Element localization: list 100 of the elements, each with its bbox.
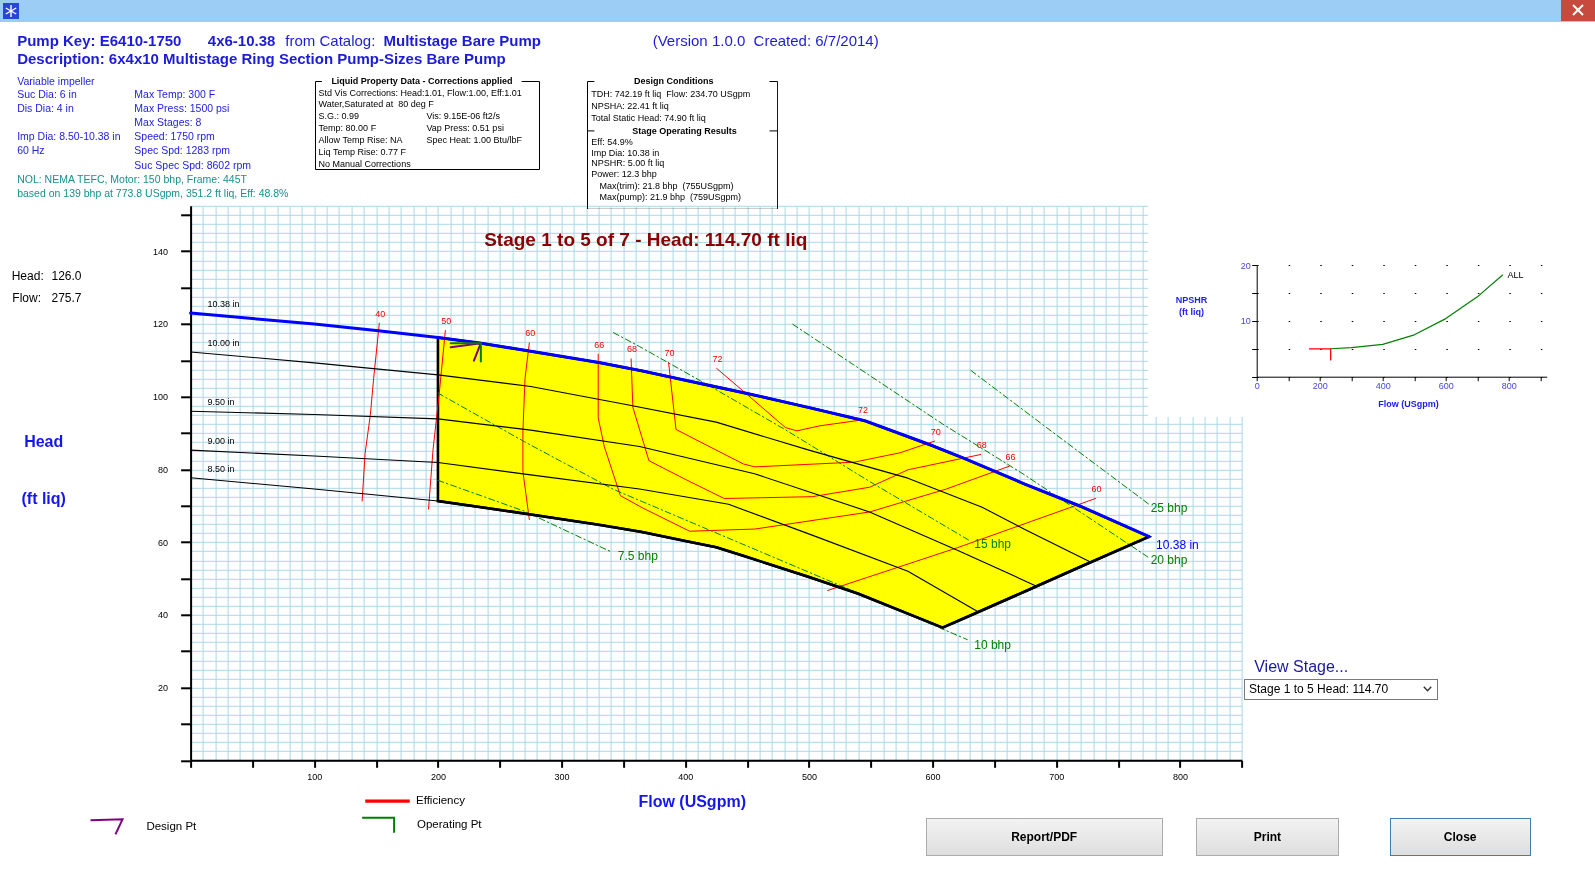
text: Suc Dia: 6 in (17, 87, 77, 101)
legend-label: Operating Pt (417, 818, 483, 831)
text: Imp Dia: 10.38 in (591, 146, 660, 159)
y-tick-label: 140 (153, 246, 169, 257)
text: Eff: 54.9% (591, 136, 633, 148)
annotation: 15 bhp (974, 536, 1012, 551)
x-tick-label: 500 (801, 771, 817, 782)
annotation: 70 (930, 426, 941, 437)
text: Speed: 1750 rpm (134, 128, 215, 143)
x-tick-label: 600 (925, 771, 941, 782)
annotation: 72 (712, 353, 723, 364)
text: Imp Dia: 8.50-10.38 in (17, 128, 121, 143)
close-button: Close (1389, 817, 1531, 857)
text: 60 Hz (17, 142, 45, 157)
x-tick-label: 0 (1254, 381, 1260, 392)
report-button: Report/PDF (925, 817, 1163, 857)
annotation: 66 (1005, 451, 1016, 462)
annotation: 60 (1091, 484, 1102, 494)
x-tick-label: 200 (430, 771, 446, 782)
text: Design Conditions (633, 74, 714, 87)
text: 275.7 (51, 289, 82, 306)
annotation: 10.38 in (207, 299, 240, 310)
annotation: 10 bhp (974, 638, 1012, 653)
annotation: 66 (594, 339, 605, 350)
text: Vis: 9.15E-06 ft2/s (426, 109, 500, 122)
text: NPSHA: 22.41 ft liq (591, 99, 669, 112)
text: Max Stages: 8 (134, 115, 202, 130)
y-tick-label: 10 (1240, 316, 1251, 327)
annotation: 68 (976, 440, 987, 451)
series-label: ALL (1507, 270, 1524, 281)
stage-dropdown: Stage 1 to 5 Head: 114.70 (1244, 678, 1439, 700)
text: Max(pump): 21.9 bhp (759USgpm) (599, 191, 742, 204)
text: NPSHR: 5.00 ft liq (591, 158, 665, 170)
annotation: 20 bhp (1150, 552, 1188, 567)
annotation: 25 bhp (1150, 500, 1188, 515)
text: Head: (11, 267, 44, 284)
y-axis-title: NPSHR (ft liq) (1175, 294, 1208, 318)
print-button: Print (1196, 817, 1339, 857)
text: 126.0 (51, 267, 82, 284)
text: Head (ft liq) (21, 433, 66, 507)
y-tick-label: 60 (158, 537, 169, 548)
text: NOL: NEMA TEFC, Motor: 150 bhp, Frame: 445T (17, 171, 247, 186)
x-tick-label: 200 (1312, 381, 1328, 392)
legend-label: Design Pt (146, 820, 198, 833)
x-tick-label: 600 (1438, 381, 1454, 392)
annotation: 10.00 in (207, 337, 240, 348)
x-tick-label: 300 (554, 771, 570, 782)
annotation: 40 (375, 308, 386, 319)
text: Vap Press: 0.51 psi (426, 121, 504, 134)
annotation: 72 (858, 405, 869, 416)
text: Multistage Bare Pump (383, 31, 542, 52)
annotation: 68 (627, 344, 638, 355)
text: TDH: 742.19 ft liq Flow: 234.70 USgpm (591, 87, 751, 100)
text: Suc Spec Spd: 8602 rpm (134, 157, 252, 172)
annotation: 8.50 in (207, 463, 235, 474)
text: (Version 1.0.0 Created: 6/7/2014) (652, 31, 879, 52)
annotation: 9.50 in (207, 397, 235, 408)
text: Pump Key: E6410-1750 (17, 31, 182, 52)
text: Max Temp: 300 F (134, 86, 216, 101)
text: from Catalog: (285, 31, 376, 52)
y-tick-label: 120 (153, 319, 169, 330)
text: No Manual Corrections (318, 157, 411, 170)
annotation: 7.5 bhp (617, 549, 659, 564)
text: Power: 12.3 bhp (591, 168, 657, 181)
x-axis-title: Flow (USgpm) (1378, 398, 1439, 409)
y-tick-label: 40 (158, 610, 169, 621)
x-tick-label: 800 (1501, 381, 1517, 392)
text: S.G.: 0.99 (318, 109, 360, 122)
text: Water,Saturated at 80 deg F (318, 98, 434, 111)
x-tick-label: 100 (307, 771, 323, 782)
text: Stage 1 to 5 of 7 - Head: 114.70 ft liq (484, 229, 808, 251)
x-tick-label: 800 (1172, 771, 1188, 782)
text: Temp: 80.00 F (318, 121, 377, 134)
annotation: 70 (664, 348, 675, 359)
text: Stage Operating Results (632, 124, 737, 137)
text: Spec Spd: 1283 rpm (134, 142, 231, 157)
x-tick-label: 400 (678, 771, 694, 782)
text: Dis Dia: 4 in (17, 101, 74, 115)
y-tick-label: 20 (158, 683, 169, 694)
text: Liq Temp Rise: 0.77 F (318, 145, 406, 158)
x-axis-title: Flow (USgpm) (638, 793, 746, 811)
annotation: 9.00 in (207, 436, 235, 447)
text: Max Press: 1500 psi (134, 101, 230, 115)
annotation: 10.38 in (1156, 537, 1199, 552)
text: Liquid Property Data - Corrections applied (331, 74, 513, 87)
text: View Stage... (1254, 656, 1349, 677)
text: Spec Heat: 1.00 Btu/lbF (426, 133, 523, 146)
text: Flow: (12, 289, 41, 306)
text: Variable impeller (17, 74, 95, 89)
x-tick-label: 700 (1049, 771, 1065, 782)
annotation: 60 (525, 328, 536, 339)
x-tick-label: 400 (1375, 381, 1391, 392)
y-tick-label: 20 (1240, 260, 1251, 271)
text: Max(trim): 21.8 bhp (755USgpm) (599, 180, 734, 193)
y-tick-label: 80 (158, 464, 169, 475)
text: Total Static Head: 74.90 ft liq (591, 112, 706, 124)
y-tick-label: 100 (153, 392, 169, 403)
text: Description: 6x4x10 Multistage Ring Section Pump-Sizes Bare Pump (17, 49, 506, 70)
text: 4x6-10.38 (207, 31, 276, 52)
text: based on 139 bhp at 773.8 USgpm, 351.2 ft liq, Eff: 48.8% (17, 186, 289, 201)
